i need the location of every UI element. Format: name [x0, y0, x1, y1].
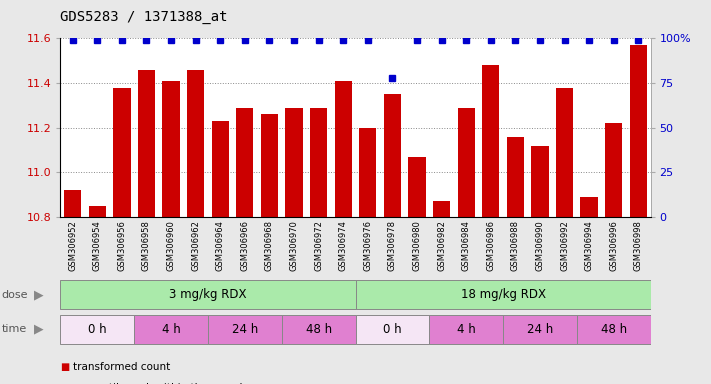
Bar	[113, 88, 131, 217]
Bar	[335, 81, 352, 217]
Bar	[134, 314, 208, 344]
Text: GSM306986: GSM306986	[486, 220, 496, 271]
Text: dose: dose	[1, 290, 28, 300]
Text: GSM306956: GSM306956	[117, 220, 127, 271]
Bar	[356, 314, 429, 344]
Bar	[605, 123, 622, 217]
Text: GSM306972: GSM306972	[314, 220, 323, 271]
Bar	[89, 206, 106, 217]
Text: GSM306978: GSM306978	[388, 220, 397, 271]
Text: GSM306998: GSM306998	[634, 220, 643, 271]
Text: GSM306980: GSM306980	[412, 220, 422, 271]
Text: GSM306994: GSM306994	[584, 220, 594, 271]
Text: ▶: ▶	[34, 323, 44, 336]
Text: GSM306952: GSM306952	[68, 220, 77, 271]
Bar	[577, 314, 651, 344]
Bar	[60, 280, 356, 310]
Text: GSM306960: GSM306960	[166, 220, 176, 271]
Text: 0 h: 0 h	[383, 323, 402, 336]
Bar	[236, 108, 253, 217]
Bar	[408, 157, 426, 217]
Text: GSM306974: GSM306974	[338, 220, 348, 271]
Text: time: time	[1, 324, 27, 334]
Bar	[507, 137, 524, 217]
Text: GSM306968: GSM306968	[265, 220, 274, 271]
Text: GSM306970: GSM306970	[289, 220, 299, 271]
Bar	[580, 197, 598, 217]
Bar	[429, 314, 503, 344]
Bar	[482, 65, 499, 217]
Bar	[208, 314, 282, 344]
Bar	[531, 146, 548, 217]
Bar	[138, 70, 155, 217]
Text: 3 mg/kg RDX: 3 mg/kg RDX	[169, 288, 247, 301]
Text: GSM306964: GSM306964	[215, 220, 225, 271]
Text: 24 h: 24 h	[232, 323, 258, 336]
Text: GSM306966: GSM306966	[240, 220, 250, 271]
Text: GDS5283 / 1371388_at: GDS5283 / 1371388_at	[60, 10, 228, 23]
Bar	[458, 108, 475, 217]
Text: GSM306954: GSM306954	[93, 220, 102, 271]
Text: GSM306996: GSM306996	[609, 220, 618, 271]
Text: GSM306962: GSM306962	[191, 220, 201, 271]
Bar	[60, 314, 134, 344]
Bar	[630, 45, 647, 217]
Bar	[212, 121, 229, 217]
Text: ■: ■	[60, 383, 70, 384]
Bar	[359, 128, 376, 217]
Text: 0 h: 0 h	[88, 323, 107, 336]
Bar	[356, 280, 651, 310]
Bar	[310, 108, 327, 217]
Text: percentile rank within the sample: percentile rank within the sample	[73, 383, 249, 384]
Bar	[285, 108, 303, 217]
Text: GSM306982: GSM306982	[437, 220, 446, 271]
Text: ■: ■	[60, 362, 70, 372]
Text: GSM306984: GSM306984	[461, 220, 471, 271]
Text: 4 h: 4 h	[161, 323, 181, 336]
Bar	[64, 190, 81, 217]
Text: 48 h: 48 h	[306, 323, 331, 336]
Text: GSM306958: GSM306958	[142, 220, 151, 271]
Bar	[556, 88, 573, 217]
Text: GSM306976: GSM306976	[363, 220, 373, 271]
Bar	[433, 201, 450, 217]
Text: GSM306988: GSM306988	[510, 220, 520, 271]
Text: 48 h: 48 h	[601, 323, 626, 336]
Text: GSM306990: GSM306990	[535, 220, 545, 271]
Bar	[163, 81, 180, 217]
Text: ▶: ▶	[34, 288, 44, 301]
Bar	[503, 314, 577, 344]
Bar	[384, 94, 401, 217]
Text: 24 h: 24 h	[527, 323, 553, 336]
Bar	[187, 70, 204, 217]
Text: GSM306992: GSM306992	[560, 220, 569, 271]
Bar	[261, 114, 278, 217]
Text: 18 mg/kg RDX: 18 mg/kg RDX	[461, 288, 545, 301]
Text: transformed count: transformed count	[73, 362, 171, 372]
Text: 4 h: 4 h	[456, 323, 476, 336]
Bar	[282, 314, 356, 344]
